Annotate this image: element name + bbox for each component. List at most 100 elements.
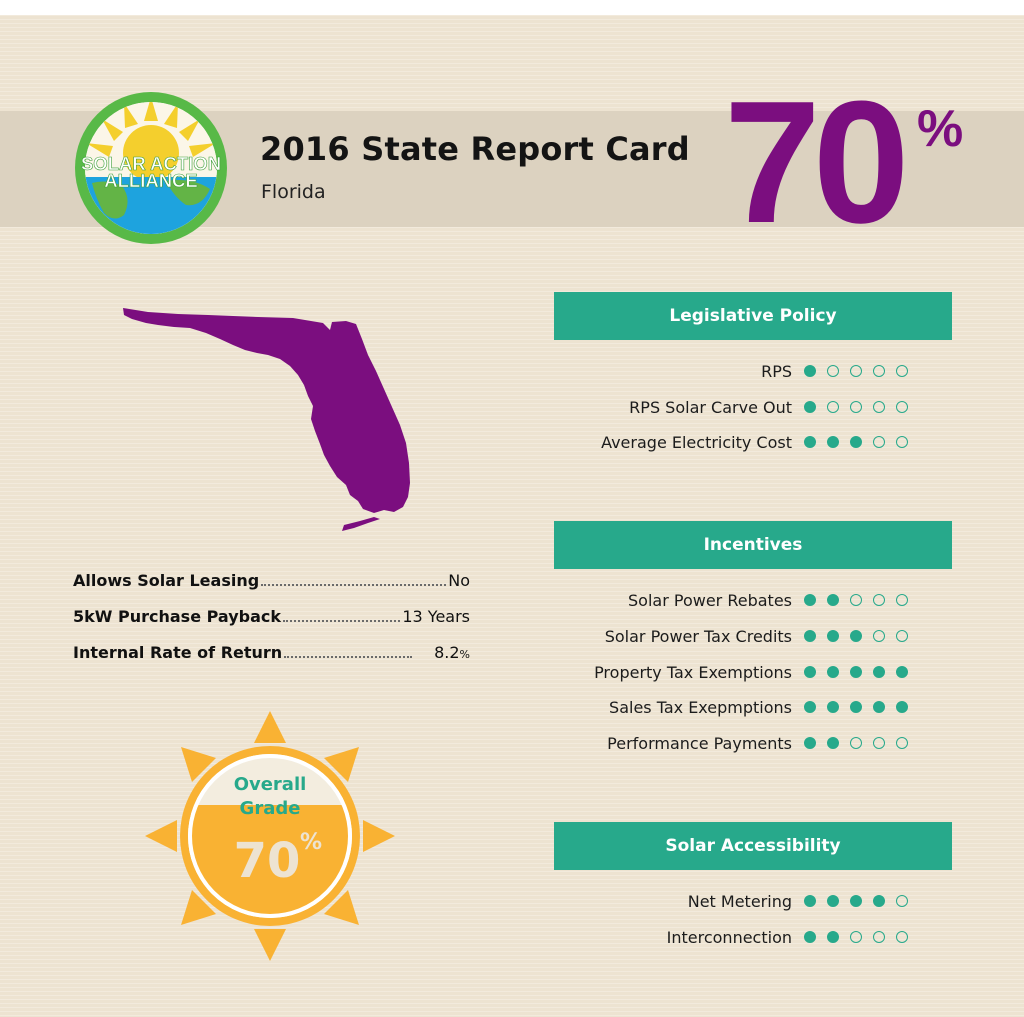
rating-dot-empty bbox=[896, 365, 908, 377]
logo-line-1: SOLAR ACTION bbox=[81, 153, 221, 174]
rating-row: RPS bbox=[761, 353, 908, 389]
rating-row: Net Metering bbox=[688, 883, 908, 919]
rating-dot-filled bbox=[804, 365, 816, 377]
rating-dot-empty bbox=[850, 931, 862, 943]
rating-row: RPS Solar Carve Out bbox=[629, 389, 908, 425]
report-card: SOLAR ACTION ALLIANCE 2016 State Report … bbox=[0, 15, 1024, 1017]
rating-dot-filled bbox=[827, 931, 839, 943]
rating-dot-empty bbox=[850, 365, 862, 377]
rating-dot-filled bbox=[873, 895, 885, 907]
rating-label: RPS Solar Carve Out bbox=[629, 397, 792, 417]
dotted-leader bbox=[261, 584, 447, 586]
rating-dots bbox=[804, 931, 908, 943]
stats-list: Allows Solar Leasing No 5kW Purchase Pay… bbox=[73, 571, 470, 679]
rating-dot-empty bbox=[896, 594, 908, 606]
rating-dot-empty bbox=[873, 401, 885, 413]
section-solar-accessibility: Solar Accessibility Net Metering Interco… bbox=[554, 822, 952, 947]
rating-dots bbox=[804, 365, 908, 377]
rating-dot-filled bbox=[827, 666, 839, 678]
overall-grade-line-2: Grade bbox=[240, 798, 301, 819]
rating-dot-filled bbox=[850, 701, 862, 713]
rating-dot-filled bbox=[804, 701, 816, 713]
rating-label: Performance Payments bbox=[607, 733, 792, 753]
rating-dot-empty bbox=[896, 895, 908, 907]
stat-row-irr: Internal Rate of Return 8.2% bbox=[73, 643, 470, 679]
rating-dot-empty bbox=[850, 401, 862, 413]
section-header: Incentives bbox=[554, 521, 952, 569]
rating-dot-empty bbox=[896, 630, 908, 642]
rating-dot-filled bbox=[804, 630, 816, 642]
logo-line-2: ALLIANCE bbox=[104, 170, 198, 191]
rating-dot-filled bbox=[827, 436, 839, 448]
overall-grade-symbol: % bbox=[300, 830, 322, 855]
rating-label: Net Metering bbox=[687, 891, 792, 911]
rating-dot-filled bbox=[873, 666, 885, 678]
rating-label: Solar Power Tax Credits bbox=[604, 626, 792, 646]
rating-dots bbox=[804, 630, 908, 642]
rating-label: Interconnection bbox=[666, 927, 792, 947]
rating-row: Interconnection bbox=[667, 919, 908, 955]
rating-label: Sales Tax Exepmptions bbox=[609, 697, 792, 717]
rating-label: Property Tax Exemptions bbox=[594, 662, 792, 682]
rating-row: Sales Tax Exepmptions bbox=[609, 689, 908, 725]
rating-dot-empty bbox=[873, 365, 885, 377]
stat-value: 13 Years bbox=[402, 607, 470, 626]
big-grade: 70 % bbox=[724, 75, 964, 249]
rating-dot-filled bbox=[827, 737, 839, 749]
rating-dot-filled bbox=[850, 436, 862, 448]
rating-dot-filled bbox=[804, 895, 816, 907]
rating-dot-filled bbox=[850, 630, 862, 642]
rating-dot-filled bbox=[804, 737, 816, 749]
rating-label: Solar Power Rebates bbox=[628, 590, 792, 610]
overall-grade-line-1: Overall bbox=[234, 774, 307, 795]
section-header: Solar Accessibility bbox=[554, 822, 952, 870]
rating-dot-filled bbox=[850, 895, 862, 907]
rating-dots bbox=[804, 895, 908, 907]
big-grade-number: 70 bbox=[724, 64, 910, 259]
rating-dot-filled bbox=[827, 630, 839, 642]
rating-row: Performance Payments bbox=[607, 725, 908, 761]
rating-row: Average Electricity Cost bbox=[601, 424, 908, 460]
rating-dot-empty bbox=[827, 401, 839, 413]
rating-dot-filled bbox=[827, 594, 839, 606]
rating-dot-filled bbox=[804, 401, 816, 413]
rating-dot-filled bbox=[896, 666, 908, 678]
rating-dot-empty bbox=[896, 931, 908, 943]
section-incentives: Incentives Solar Power Rebates Solar Pow… bbox=[554, 521, 952, 753]
overall-grade-number: 70 bbox=[234, 833, 301, 889]
rating-label: RPS bbox=[761, 361, 792, 381]
rating-dots bbox=[804, 701, 908, 713]
stat-label: Allows Solar Leasing bbox=[73, 571, 260, 590]
rating-dots bbox=[804, 737, 908, 749]
section-header: Legislative Policy bbox=[554, 292, 952, 340]
rating-row: Solar Power Tax Credits bbox=[605, 618, 908, 654]
rating-dot-filled bbox=[804, 594, 816, 606]
rating-dot-empty bbox=[896, 436, 908, 448]
rating-dot-empty bbox=[873, 737, 885, 749]
rating-dot-empty bbox=[896, 401, 908, 413]
rating-dot-filled bbox=[873, 701, 885, 713]
rating-dot-filled bbox=[850, 666, 862, 678]
rating-dots bbox=[804, 594, 908, 606]
stat-value: 8.2% bbox=[434, 643, 470, 662]
rating-dots bbox=[804, 401, 908, 413]
florida-map-icon bbox=[123, 308, 410, 531]
page-title: 2016 State Report Card bbox=[260, 130, 690, 168]
dotted-leader bbox=[284, 656, 413, 658]
rating-dot-empty bbox=[873, 594, 885, 606]
stat-value: No bbox=[448, 571, 470, 590]
rating-dot-empty bbox=[896, 737, 908, 749]
rating-dot-filled bbox=[827, 701, 839, 713]
rating-dot-empty bbox=[873, 436, 885, 448]
rating-row: Property Tax Exemptions bbox=[594, 654, 908, 690]
rating-dots bbox=[804, 666, 908, 678]
section-legislative-policy: Legislative Policy RPS RPS Solar Carve O… bbox=[554, 292, 952, 452]
rating-dot-empty bbox=[873, 630, 885, 642]
rating-dot-empty bbox=[850, 737, 862, 749]
big-grade-symbol: % bbox=[917, 100, 964, 158]
dotted-leader bbox=[283, 620, 401, 622]
rating-dot-filled bbox=[804, 931, 816, 943]
stat-label: 5kW Purchase Payback bbox=[73, 607, 282, 626]
rating-row: Solar Power Rebates bbox=[628, 582, 908, 618]
state-name: Florida bbox=[261, 181, 326, 203]
